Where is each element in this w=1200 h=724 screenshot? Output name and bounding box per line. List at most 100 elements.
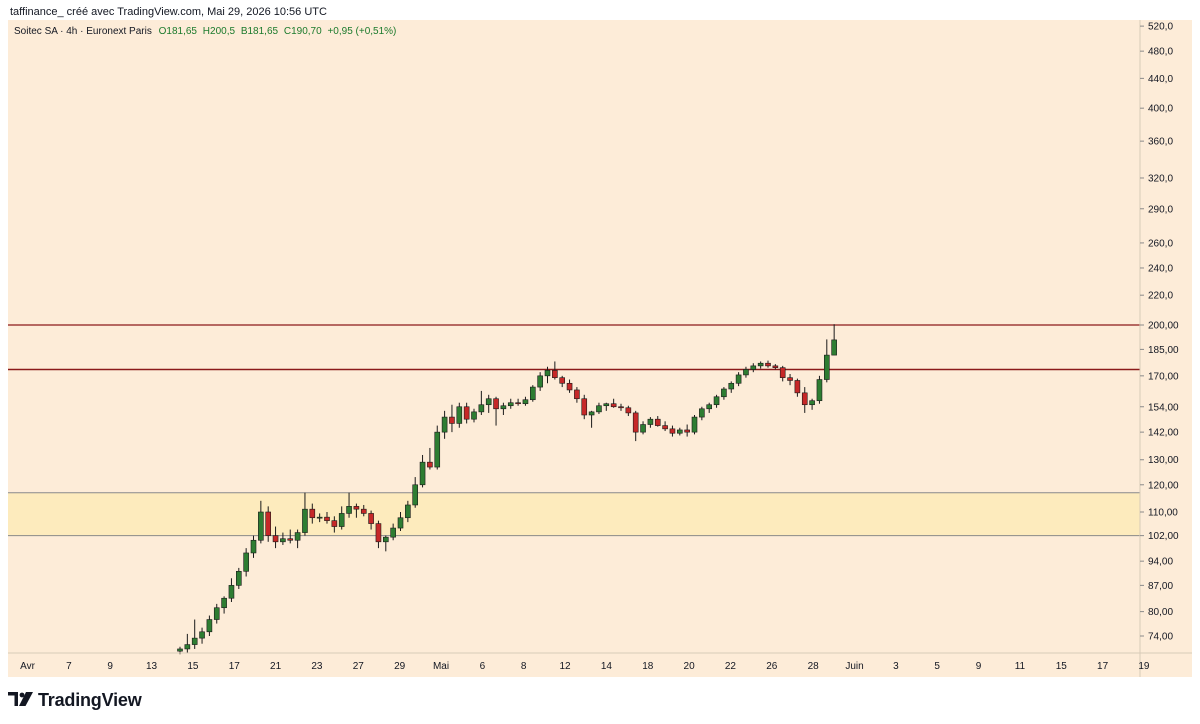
ohlc-values: O181,65 H200,5 B181,65 C190,70 +0,95 (+0… <box>159 26 400 37</box>
candle <box>522 396 529 406</box>
price-tick-label: 440,0 <box>1148 74 1173 85</box>
candle-body <box>272 535 279 543</box>
candle <box>236 567 242 589</box>
candle-body <box>618 406 624 409</box>
candle <box>529 385 536 402</box>
time-tick-label: 6 <box>480 661 486 672</box>
high-value: H200,5 <box>202 26 236 37</box>
time-tick-label: 22 <box>725 661 737 672</box>
price-axis[interactable]: 520,0 480,0 440,0 400,0 360,0 320,0 290,0 260,0… <box>1139 20 1179 677</box>
candle-body <box>221 597 227 609</box>
candle <box>566 379 573 393</box>
time-axis[interactable]: Avr 7 9 13 15 17 21 23 27 29 Mai 6 8 12 14 18 20 22 26 28 Ju… <box>8 652 1192 672</box>
time-tick-label: 15 <box>187 661 199 672</box>
candle <box>272 526 279 549</box>
change-value: +0,95 (+0,51%) <box>327 26 397 37</box>
candle-body <box>691 416 698 433</box>
candle-body <box>346 506 352 514</box>
candle <box>632 410 639 442</box>
candle-body <box>787 377 793 381</box>
candle <box>750 363 757 373</box>
candle <box>699 406 705 421</box>
candle-body <box>331 520 338 527</box>
candle <box>610 398 617 408</box>
candle <box>427 447 433 470</box>
candle <box>596 402 602 414</box>
time-tick-label: 18 <box>642 661 654 672</box>
time-tick-label: 8 <box>521 661 527 672</box>
candle <box>449 404 455 433</box>
candle-body <box>250 539 257 554</box>
candle <box>441 410 448 439</box>
candle <box>537 372 543 391</box>
candle <box>478 390 485 415</box>
candle-body <box>213 607 220 620</box>
price-tick-label: 154,00 <box>1148 402 1179 413</box>
candle <box>302 492 308 536</box>
candle-body <box>603 403 610 407</box>
candle <box>765 360 771 368</box>
time-tick-label: 12 <box>559 661 571 672</box>
price-tick-label: 130,00 <box>1148 455 1179 466</box>
candle-body <box>375 523 382 543</box>
candle <box>405 500 411 523</box>
candle-body <box>294 532 301 541</box>
candle-body <box>625 407 632 414</box>
candle <box>757 361 764 369</box>
candle <box>309 503 316 524</box>
candle-body <box>779 367 786 378</box>
chart-panel[interactable]: 520,0 480,0 440,0 400,0 360,0 320,0 290,0 260,0… <box>8 20 1192 677</box>
time-tick-label: 19 <box>1138 661 1150 672</box>
candle-body <box>280 538 286 543</box>
open-value: O181,65 <box>158 26 197 37</box>
tradingview-logo-icon <box>8 692 33 706</box>
candle-body <box>184 644 191 650</box>
candle-body <box>419 461 426 486</box>
candle-body <box>816 379 823 402</box>
candle-body <box>522 399 529 405</box>
candle-body <box>302 508 308 533</box>
candle <box>500 402 507 415</box>
candle <box>280 532 286 545</box>
zone-rect <box>8 492 1140 536</box>
candle <box>412 477 419 508</box>
candle-body <box>728 382 735 390</box>
candle <box>353 503 360 518</box>
price-chart[interactable]: 520,0 480,0 440,0 400,0 360,0 320,0 290,0 260,0… <box>8 20 1192 677</box>
time-tick-label: 23 <box>311 661 323 672</box>
candle-body <box>823 354 830 380</box>
candle <box>191 619 198 649</box>
candle-body <box>493 398 499 410</box>
price-tick-label: 87,00 <box>1148 581 1173 592</box>
time-tick-label: 11 <box>1015 661 1026 672</box>
candle-body <box>610 403 617 408</box>
candles-group <box>177 324 837 655</box>
candle-body <box>287 538 294 541</box>
price-tick-label: 142,00 <box>1148 428 1179 439</box>
time-tick-label: 3 <box>893 661 899 672</box>
candle-body <box>721 388 727 398</box>
candle <box>713 394 720 408</box>
candle-body <box>552 370 558 378</box>
chart-header: taffinance_ créé avec TradingView.com, M… <box>0 0 1200 20</box>
time-tick-label: 20 <box>684 661 696 672</box>
candle-body <box>750 365 757 370</box>
close-value: C190,70 <box>283 26 322 37</box>
candle-body <box>441 416 448 433</box>
price-tick-label: 185,00 <box>1148 345 1179 356</box>
candle <box>779 365 786 382</box>
candle <box>691 414 698 435</box>
candle-body <box>228 585 235 599</box>
price-tick-label: 260,0 <box>1148 238 1173 249</box>
candle-body <box>405 504 411 519</box>
time-tick-label: 13 <box>146 661 158 672</box>
snapshot-caption: taffinance_ créé avec TradingView.com, M… <box>10 6 327 18</box>
candle-body <box>353 506 360 510</box>
candle <box>574 387 580 403</box>
candle-body <box>544 370 551 377</box>
candle <box>456 402 463 428</box>
time-tick-label: 7 <box>66 661 72 672</box>
candle-body <box>397 517 404 529</box>
candle <box>662 421 668 432</box>
candle-body <box>478 404 485 413</box>
